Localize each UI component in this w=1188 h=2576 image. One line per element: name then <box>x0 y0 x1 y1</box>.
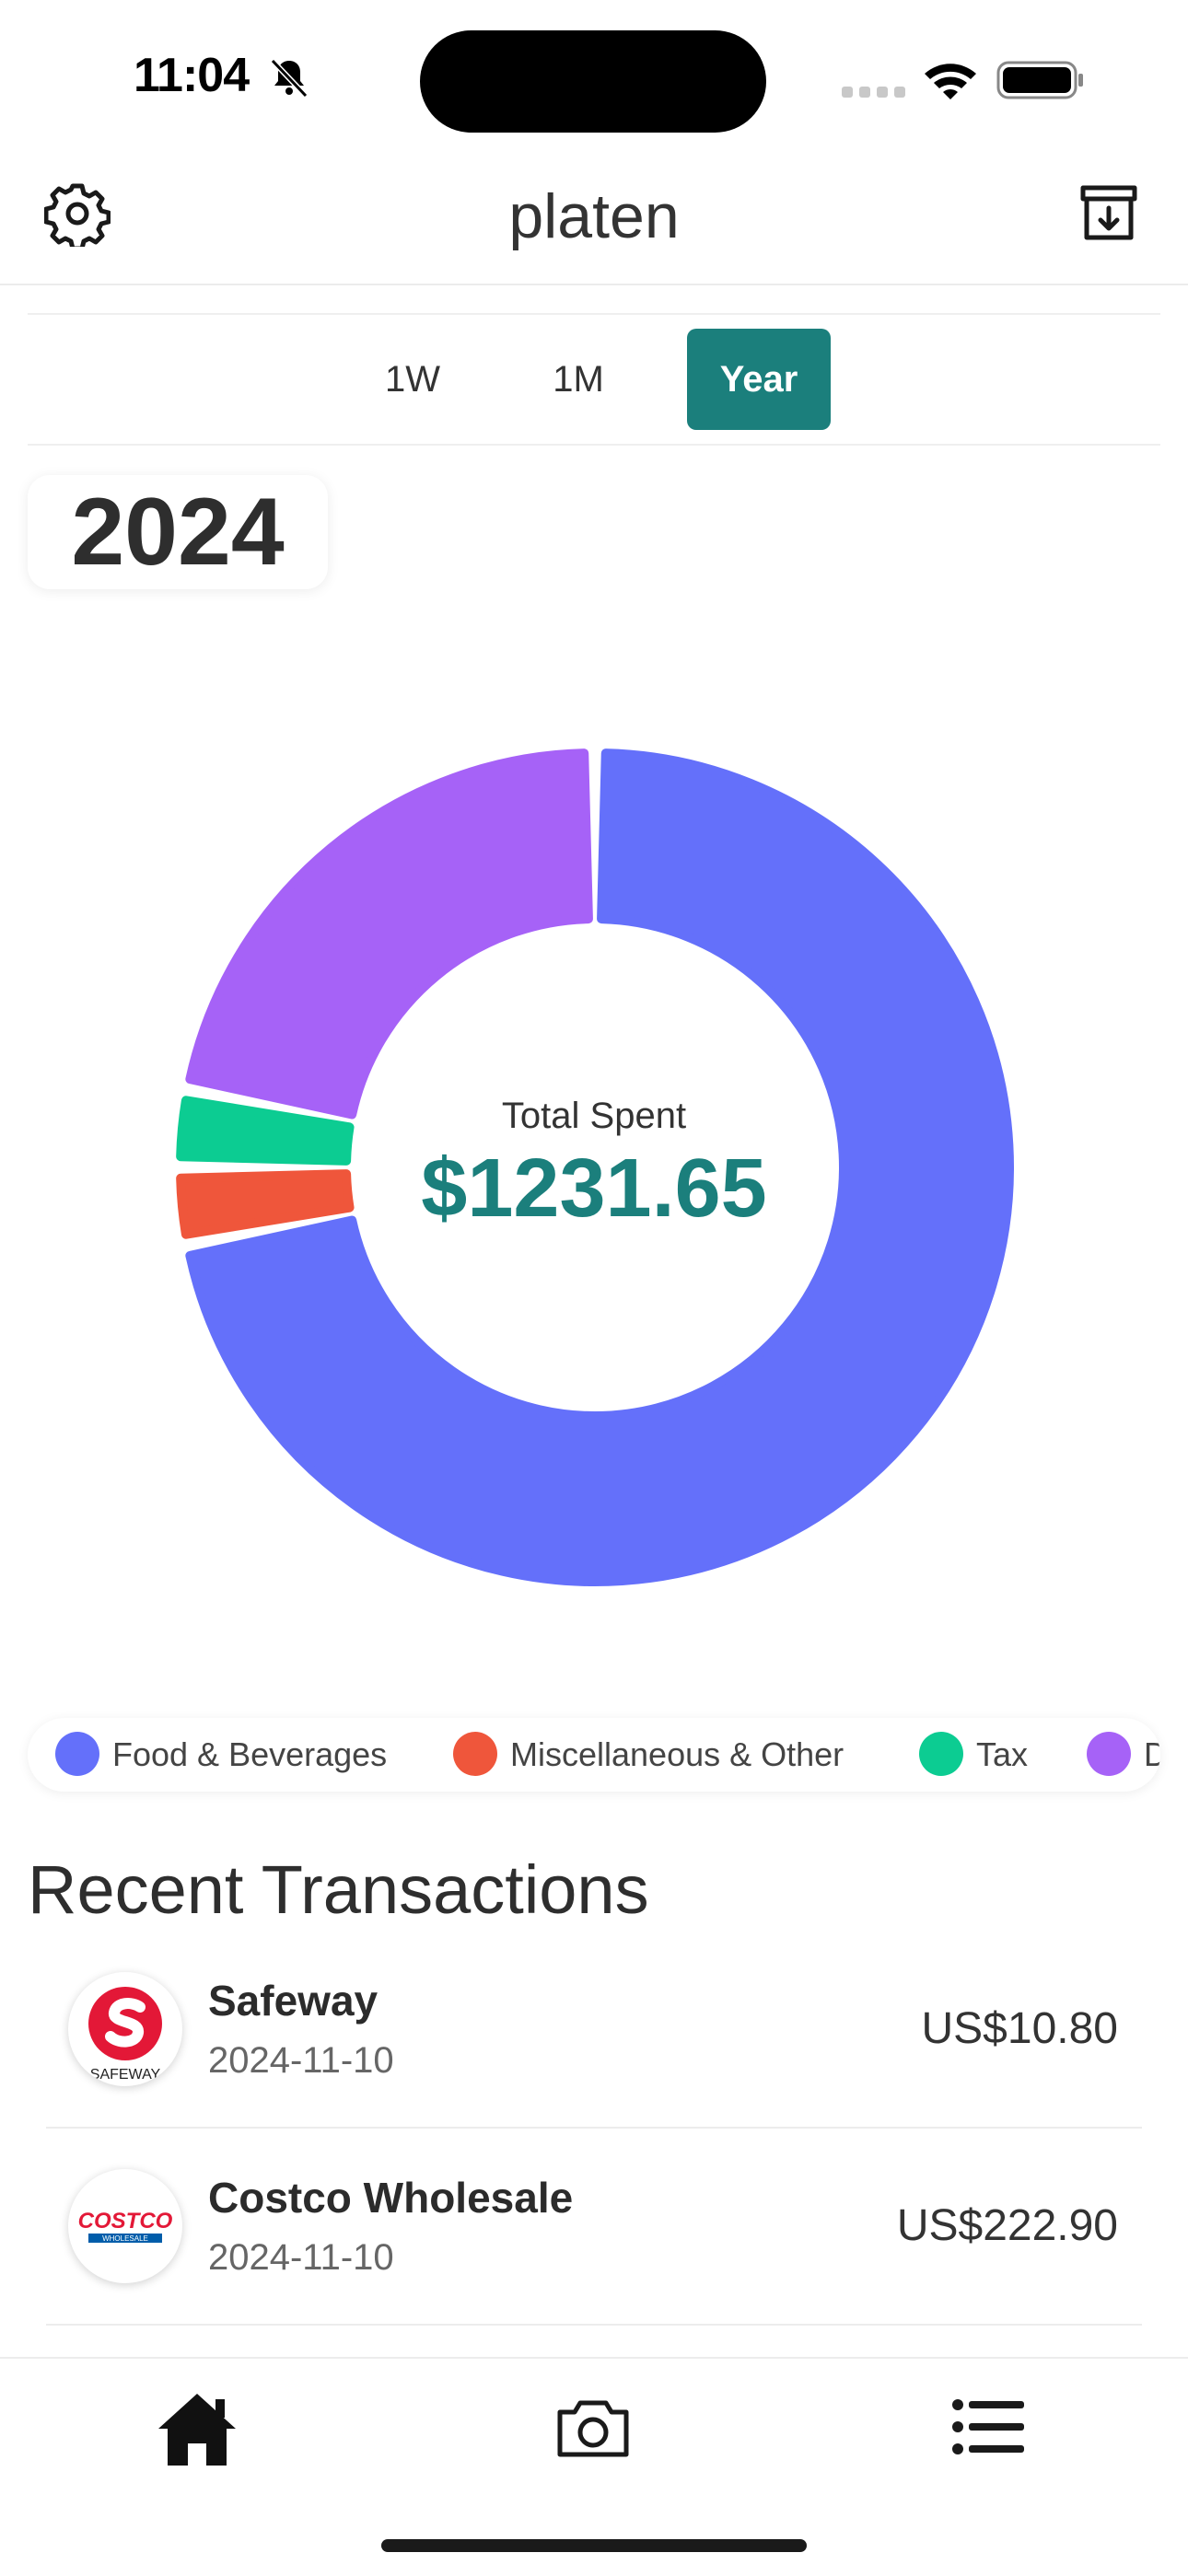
svg-text:WHOLESALE: WHOLESALE <box>102 2234 148 2243</box>
donut-slice-tax[interactable] <box>176 1096 355 1166</box>
transaction-row[interactable]: COSTCO WHOLESALE Costco Wholesale 2024-1… <box>44 2130 1140 2326</box>
legend-dot-icon <box>1087 1732 1131 1777</box>
total-spent-amount: $1231.65 <box>421 1143 767 1235</box>
legend-dot-icon <box>453 1732 497 1777</box>
recent-transactions-title: Recent Transactions <box>28 1851 649 1928</box>
transaction-row[interactable]: SAFEWAY Safeway 2024-11-10 US$10.80 <box>44 1933 1140 2129</box>
donut-slice-miscellaneous-other[interactable] <box>176 1169 355 1239</box>
signal-icon <box>842 87 905 98</box>
archive-download-icon[interactable] <box>1076 180 1142 247</box>
range-divider-bottom <box>28 444 1160 446</box>
legend-label: D <box>1144 1735 1160 1773</box>
chart-legend[interactable]: Food & Beverages Miscellaneous & Other T… <box>28 1718 1160 1792</box>
transaction-date: 2024-11-10 <box>208 2237 394 2278</box>
bell-slash-icon <box>270 58 309 99</box>
legend-label: Tax <box>976 1735 1029 1773</box>
home-indicator <box>381 2539 807 2552</box>
transaction-amount: US$10.80 <box>921 2004 1119 2053</box>
tab-1m[interactable]: 1M <box>553 359 604 400</box>
camera-icon[interactable] <box>554 2392 632 2462</box>
merchant-name: Safeway <box>208 1977 379 2025</box>
legend-dot-icon <box>919 1732 963 1777</box>
home-icon[interactable] <box>155 2390 239 2467</box>
list-icon[interactable] <box>952 2397 1026 2456</box>
dynamic-island <box>420 30 766 133</box>
donut-slice-food-beverages[interactable] <box>185 748 1014 1586</box>
merchant-name: Costco Wholesale <box>208 2174 574 2222</box>
donut-slice-d[interactable] <box>185 748 593 1120</box>
spending-donut-chart <box>176 748 1014 1586</box>
period-badge: 2024 <box>28 475 328 589</box>
total-spent-label: Total Spent <box>501 1096 687 1136</box>
legend-label: Food & Beverages <box>112 1735 388 1773</box>
legend-item-other: D <box>1087 1718 1160 1792</box>
gear-icon[interactable] <box>44 180 111 247</box>
legend-dot-icon <box>55 1732 99 1777</box>
legend-item-food: Food & Beverages <box>55 1718 387 1792</box>
legend-item-misc: Miscellaneous & Other <box>453 1718 844 1792</box>
row-divider <box>46 2324 1142 2326</box>
legend-item-tax: Tax <box>919 1718 1028 1792</box>
svg-text:COSTCO: COSTCO <box>78 2209 173 2234</box>
app-title: platen <box>508 181 680 251</box>
tab-year[interactable]: Year <box>687 329 831 430</box>
transaction-amount: US$222.90 <box>896 2201 1118 2250</box>
safeway-logo: SAFEWAY <box>68 1972 182 2086</box>
wifi-icon <box>925 64 976 99</box>
status-time: 11:04 <box>134 49 250 102</box>
row-divider <box>46 2127 1142 2129</box>
header-divider <box>0 284 1188 285</box>
tab-1w[interactable]: 1W <box>385 359 440 400</box>
transaction-date: 2024-11-10 <box>208 2040 394 2081</box>
battery-icon <box>996 61 1083 99</box>
svg-text:SAFEWAY: SAFEWAY <box>90 2067 161 2083</box>
costco-logo: COSTCO WHOLESALE <box>68 2169 182 2283</box>
legend-label: Miscellaneous & Other <box>510 1735 844 1773</box>
range-divider-top <box>28 313 1160 315</box>
